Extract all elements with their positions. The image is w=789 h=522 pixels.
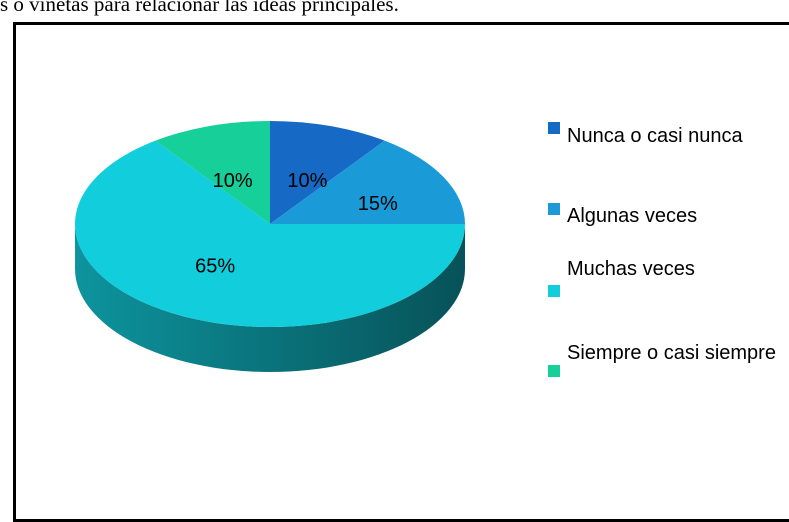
pie-slice [75, 140, 465, 327]
pie-side [75, 224, 465, 372]
legend-label: Nunca o casi nunca [567, 125, 743, 147]
legend-swatch [548, 122, 560, 134]
legend-label: Algunas veces [567, 205, 698, 227]
data-label: 10% [287, 170, 327, 192]
data-label: 15% [358, 193, 398, 215]
pie-slice [270, 140, 465, 224]
legend-swatch [548, 365, 560, 377]
pie-slice [155, 121, 270, 224]
data-label: 65% [195, 255, 235, 277]
data-label: 10% [213, 170, 253, 192]
legend-swatch [548, 203, 560, 215]
legend-swatch [548, 285, 560, 297]
legend-label: Muchas veces [567, 258, 695, 280]
legend-label: Siempre o casi siempre [567, 342, 776, 364]
pie-slice [270, 121, 385, 224]
heading: s o viñetas para relacionar las ideas pr… [0, 0, 399, 16]
